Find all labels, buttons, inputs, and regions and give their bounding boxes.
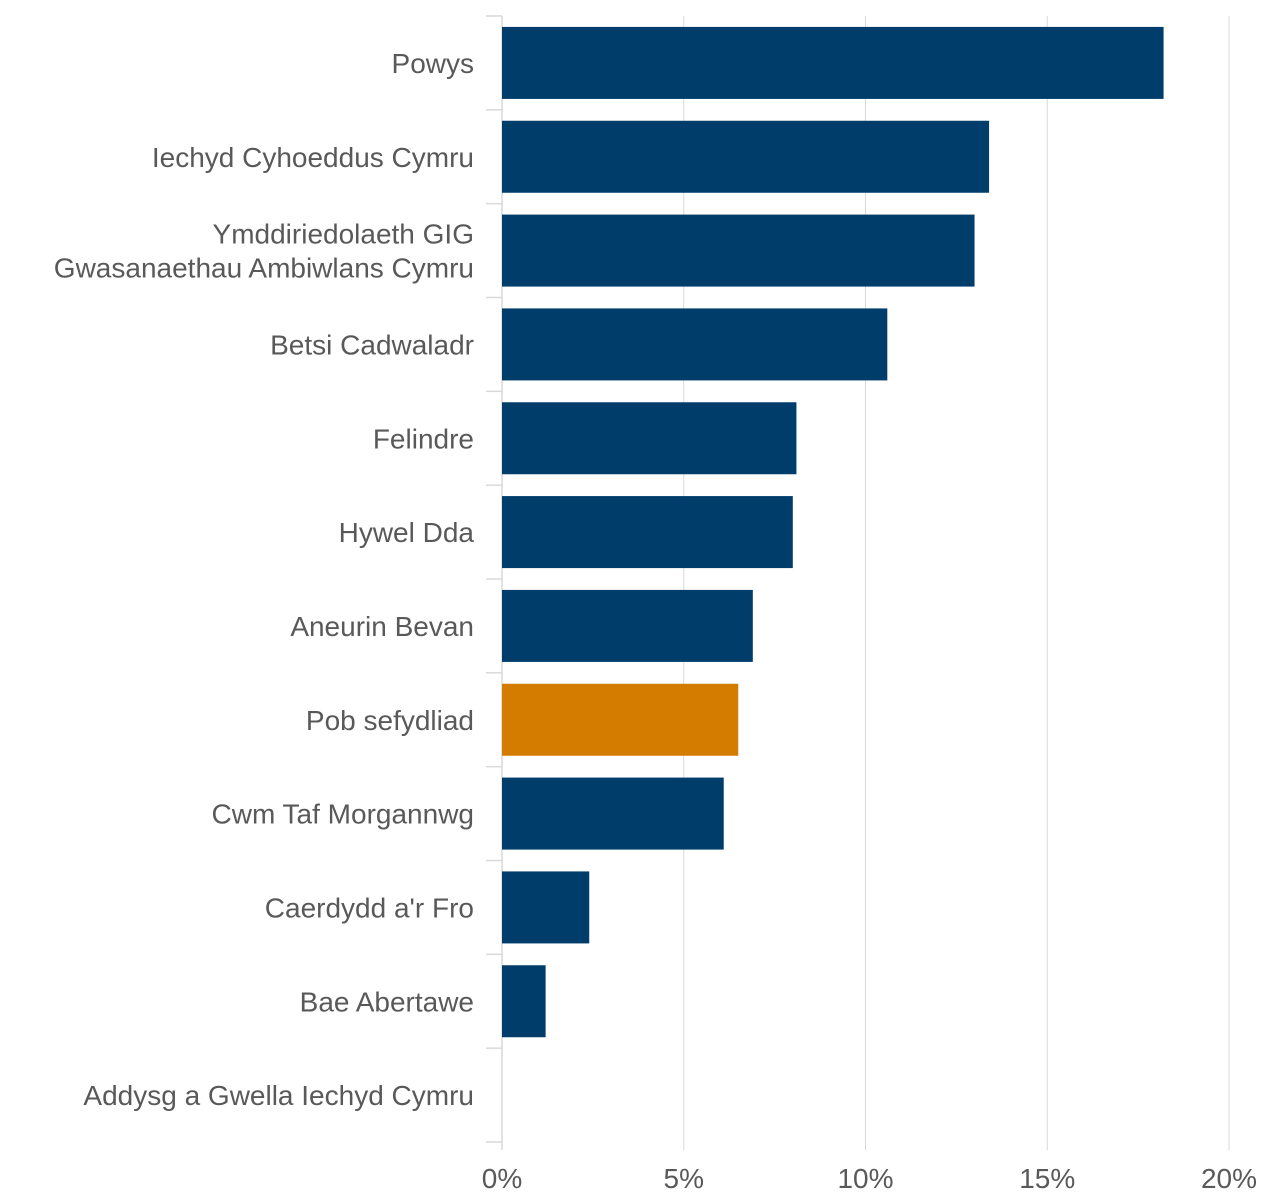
bar xyxy=(502,214,975,287)
bar xyxy=(502,965,546,1038)
category-label-line: Addysg a Gwella Iechyd Cymru xyxy=(83,1080,474,1111)
category-label-line: Powys xyxy=(392,48,474,79)
category-label-line: Betsi Cadwaladr xyxy=(270,329,474,360)
category-label-line: Aneurin Bevan xyxy=(290,611,474,642)
category-label-line: Bae Abertawe xyxy=(300,986,474,1017)
category-label: Betsi Cadwaladr xyxy=(270,329,474,360)
category-label: Aneurin Bevan xyxy=(290,611,474,642)
x-tick-label: 0% xyxy=(482,1163,522,1194)
category-label: Addysg a Gwella Iechyd Cymru xyxy=(83,1080,474,1111)
category-label-line: Iechyd Cyhoeddus Cymru xyxy=(152,142,474,173)
category-label: Iechyd Cyhoeddus Cymru xyxy=(152,142,474,173)
bar xyxy=(502,308,888,381)
bar xyxy=(502,496,793,569)
bar xyxy=(502,26,1164,99)
bar xyxy=(502,871,590,944)
category-label: Ymddiriedolaeth GIG Gwasanaethau Ambiwlan… xyxy=(54,219,474,284)
category-label: Cwm Taf Morgannwg xyxy=(212,799,474,830)
category-label: Bae Abertawe xyxy=(300,986,474,1017)
category-label: Felindre xyxy=(373,423,474,454)
x-tick-label: 10% xyxy=(837,1163,893,1194)
bar xyxy=(502,683,739,756)
bar xyxy=(502,402,797,475)
category-label-line: Caerdydd a'r Fro xyxy=(265,892,474,923)
x-tick-label: 20% xyxy=(1201,1163,1257,1194)
category-label-line: Gwasanaethau Ambiwlans Cymru xyxy=(54,253,474,284)
category-label: Powys xyxy=(392,48,474,79)
bar xyxy=(502,777,724,850)
category-label: Hywel Dda xyxy=(339,517,475,548)
category-label-line: Felindre xyxy=(373,423,474,454)
category-label: Caerdydd a'r Fro xyxy=(265,892,474,923)
bar xyxy=(502,589,753,662)
category-label-line: Cwm Taf Morgannwg xyxy=(212,799,474,830)
category-axis xyxy=(486,15,503,1150)
bars xyxy=(502,26,1164,1038)
bar xyxy=(502,120,990,193)
x-tick-label: 5% xyxy=(664,1163,704,1194)
category-labels: Powys Iechyd Cyhoeddus Cymru Ymddiriedolae… xyxy=(54,48,475,1111)
category-label-line: Pob sefydliad xyxy=(306,705,474,736)
category-label-line: Ymddiriedolaeth GIG xyxy=(213,219,474,250)
gridlines xyxy=(683,16,1230,1150)
x-tick-labels: 0% 5% 10% 15% 20% xyxy=(482,1163,1257,1194)
category-label-line: Hywel Dda xyxy=(339,517,475,548)
x-tick-label: 15% xyxy=(1019,1163,1075,1194)
category-label: Pob sefydliad xyxy=(306,705,474,736)
